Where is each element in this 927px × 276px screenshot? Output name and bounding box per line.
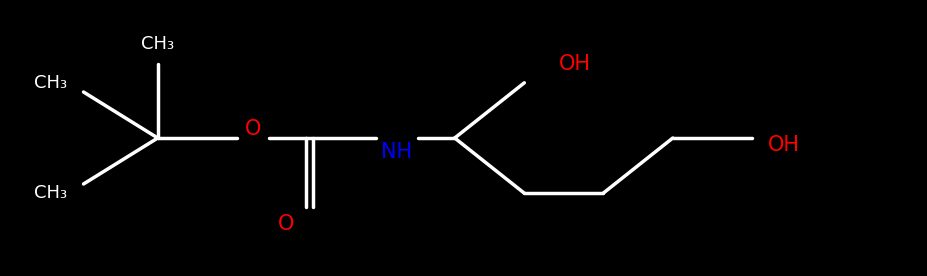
Text: O: O <box>277 214 294 233</box>
Text: CH₃: CH₃ <box>34 74 68 92</box>
Text: O: O <box>245 119 261 139</box>
Text: CH₃: CH₃ <box>141 35 174 53</box>
Text: NH: NH <box>380 142 412 162</box>
Text: CH₃: CH₃ <box>34 184 68 202</box>
Text: OH: OH <box>559 54 590 75</box>
Text: OH: OH <box>768 135 799 155</box>
